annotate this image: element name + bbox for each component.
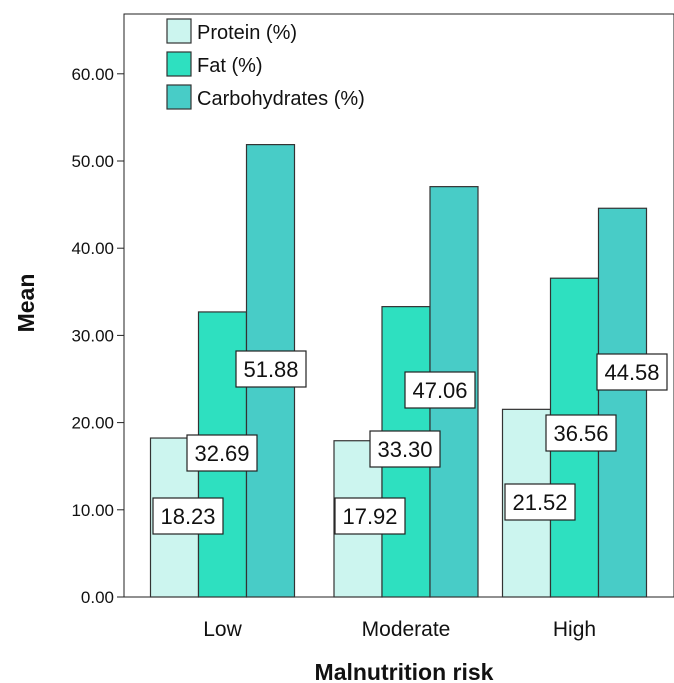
legend-swatch (166, 18, 192, 44)
data-label-box (235, 350, 307, 388)
data-label-value: 44.58 (604, 360, 659, 385)
data-label-box (334, 497, 406, 535)
data-label-value: 17.92 (342, 504, 397, 529)
legend-item: Fat (%) (166, 51, 263, 77)
data-label: 21.52 (504, 483, 576, 521)
legend-swatch (166, 84, 192, 110)
data-label: 33.30 (369, 430, 441, 468)
data-label: 44.58 (596, 353, 668, 391)
y-tick-label: 20.00 (71, 414, 114, 433)
legend-swatch (166, 51, 192, 77)
data-labels: 18.23 17.92 21.52 32.69 33.30 36.56 51.88 47.06… (152, 350, 668, 535)
data-label-value: 32.69 (194, 441, 249, 466)
x-tick-label: Low (203, 618, 242, 641)
legend-label: Fat (%) (197, 55, 263, 77)
data-label-value: 33.30 (377, 437, 432, 462)
data-label-box (186, 434, 258, 472)
x-tick-label: High (553, 618, 596, 641)
data-label: 32.69 (186, 434, 258, 472)
legend-item: Carbohydrates (%) (166, 84, 365, 110)
legend-label: Protein (%) (197, 22, 297, 44)
data-label-box (545, 414, 617, 452)
data-label-box (369, 430, 441, 468)
data-label-value: 47.06 (412, 378, 467, 403)
y-tick-label: 60.00 (71, 65, 114, 84)
data-label-value: 18.23 (160, 504, 215, 529)
y-tick-label: 40.00 (71, 239, 114, 258)
legend-item: Protein (%) (166, 18, 297, 44)
y-axis-title: Mean (13, 274, 39, 333)
data-label: 36.56 (545, 414, 617, 452)
y-tick-label: 0.00 (81, 588, 114, 607)
data-label: 17.92 (334, 497, 406, 535)
legend-label: Carbohydrates (%) (197, 88, 365, 110)
x-axis-title: Malnutrition risk (315, 659, 494, 683)
data-label-box (504, 483, 576, 521)
y-tick-label: 10.00 (71, 501, 114, 520)
data-label-box (152, 497, 224, 535)
bar (597, 207, 648, 598)
data-label-value: 21.52 (512, 490, 567, 515)
data-label: 18.23 (152, 497, 224, 535)
legend: Protein (%) Fat (%) Carbohydrates (%) (166, 18, 365, 110)
y-axis: 0.00 10.00 20.00 30.00 40.00 50.00 60.00 (71, 65, 124, 607)
data-label: 51.88 (235, 350, 307, 388)
data-label-value: 36.56 (553, 421, 608, 446)
data-label-box (596, 353, 668, 391)
x-axis: Low Moderate High (203, 618, 596, 641)
y-tick-label: 30.00 (71, 326, 114, 345)
data-label: 47.06 (404, 371, 476, 409)
y-tick-label: 50.00 (71, 152, 114, 171)
x-tick-label: Moderate (362, 618, 451, 641)
data-label-value: 51.88 (243, 357, 298, 382)
data-label-box (404, 371, 476, 409)
